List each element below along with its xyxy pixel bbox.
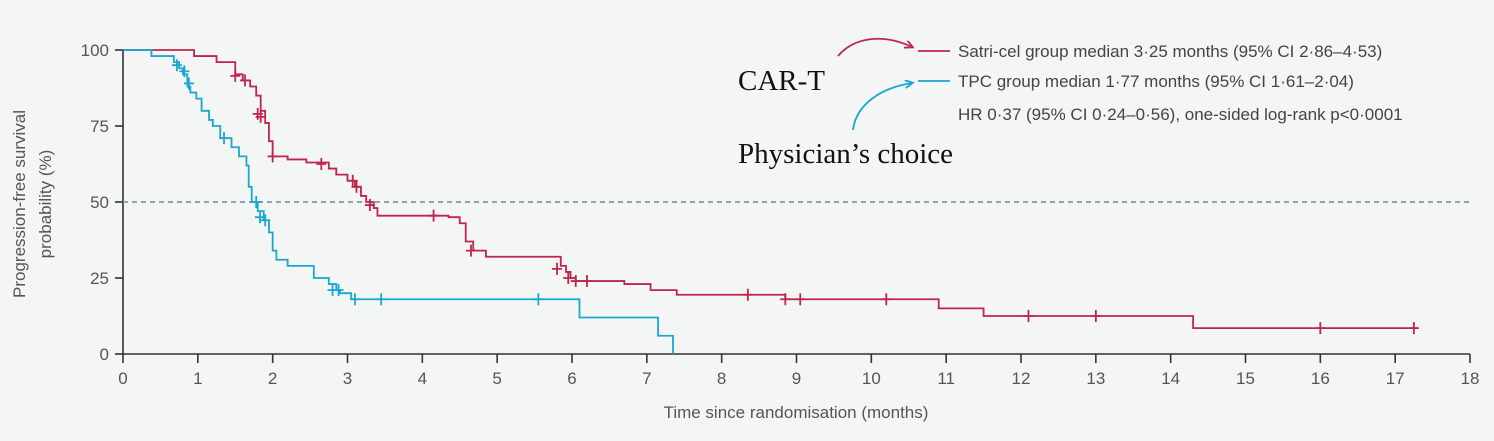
censor-mark-satri-cel [563,272,574,284]
annotations: CAR-T Physician’s choice [738,37,953,170]
x-tick-label: 17 [1386,369,1405,388]
y-axis-ticks: 0 25 50 75 100 [81,41,123,364]
series-tpc [123,49,674,354]
y-tick-label: 100 [81,41,109,60]
x-tick-label: 13 [1086,369,1105,388]
x-tick-label: 7 [642,369,651,388]
annotation-car-t: CAR-T [738,65,825,97]
censor-mark-satri-cel [552,262,563,275]
censor-mark-tpc [171,59,182,72]
x-tick-label: 14 [1161,369,1180,388]
censor-mark-tpc [219,132,230,145]
censor-mark-tpc [251,196,262,208]
censor-mark-satri-cel [347,174,358,187]
censor-mark-satri-cel [581,275,592,288]
censor-mark-satri-cel [881,293,892,306]
x-tick-label: 10 [862,369,881,388]
censor-mark-satri-cel [267,150,278,163]
annotation-arrow-car-t [837,37,912,57]
censor-mark-tpc [533,293,544,306]
censor-mark-satri-cel [316,158,327,170]
censor-mark-tpc [333,284,344,297]
x-tick-label: 11 [937,369,955,388]
legend-label-satri-cel: Satri-cel group median 3·25 months (95% … [958,42,1382,61]
y-tick-label: 0 [100,345,109,364]
series-layer [123,49,1419,354]
x-tick-label: 4 [418,369,427,388]
censor-mark-satri-cel [230,69,241,82]
censor-mark-tpc [183,77,194,90]
x-tick-label: 0 [118,369,127,388]
censor-mark-satri-cel [1315,322,1326,335]
censor-mark-tpc [179,65,190,78]
y-axis-title-line-1: Progression-free survival [10,110,29,298]
x-tick-label: 15 [1236,369,1255,388]
censor-mark-satri-cel [364,199,375,212]
censor-mark-tpc [260,214,271,227]
legend-hazard-ratio: HR 0·37 (95% CI 0·24–0·56), one-sided lo… [958,105,1403,124]
legend: Satri-cel group median 3·25 months (95% … [918,42,1403,124]
censor-mark-satri-cel [1090,310,1101,322]
x-tick-label: 2 [268,369,277,388]
censor-mark-satri-cel [795,293,806,306]
censor-mark-satri-cel [780,293,791,306]
y-tick-label: 75 [90,117,109,136]
x-tick-label: 16 [1311,369,1330,388]
x-axis-ticks: 0 1 2 3 4 5 6 7 8 9 10 11 12 13 14 15 16 17 18 [118,354,1479,388]
x-tick-label: 9 [792,369,801,388]
series-satri-cel [123,49,1419,335]
censor-mark-satri-cel [1408,322,1419,335]
censor-mark-tpc [349,293,360,306]
x-tick-label: 5 [492,369,501,388]
censor-mark-satri-cel [351,180,362,193]
x-tick-label: 18 [1461,369,1480,388]
x-tick-label: 3 [343,369,352,388]
x-tick-label: 6 [567,369,576,388]
censor-mark-satri-cel [465,244,476,257]
legend-label-tpc: TPC group median 1·77 months (95% CI 1·6… [958,72,1354,91]
y-axis-title-line-2: probability (%) [36,150,55,259]
censor-mark-satri-cel [1023,310,1034,322]
censor-mark-satri-cel [570,275,581,288]
x-tick-label: 1 [193,369,202,388]
annotation-arrow-physicians-choice [852,83,912,131]
censor-mark-satri-cel [428,209,439,222]
annotation-physicians-choice: Physician’s choice [738,138,953,170]
x-axis-title: Time since randomisation (months) [664,403,929,422]
x-tick-label: 8 [717,369,726,388]
censor-mark-satri-cel [239,74,250,87]
censor-mark-tpc [254,211,265,224]
censor-mark-tpc [376,293,387,306]
censor-mark-satri-cel [742,288,753,301]
y-tick-label: 25 [90,269,109,288]
x-tick-label: 12 [1012,369,1031,388]
censor-mark-satri-cel [255,110,266,123]
y-tick-label: 50 [90,193,109,212]
